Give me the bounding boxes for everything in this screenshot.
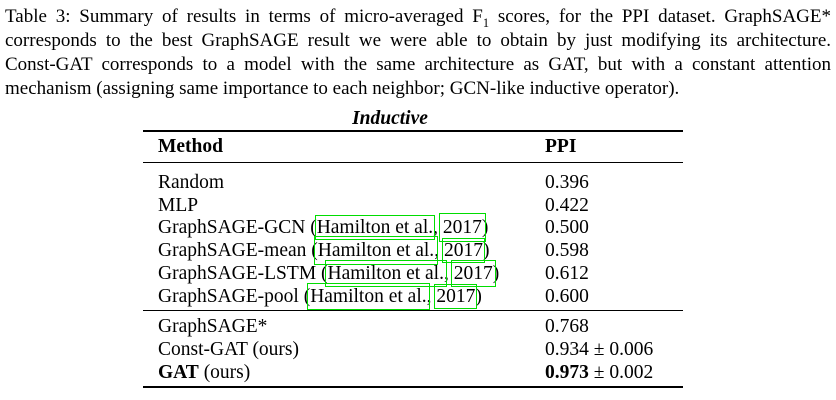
ppi-value: 0.422	[545, 194, 589, 216]
table-row: GraphSAGE-GCN (Hamilton et al., 2017) 0.…	[143, 213, 683, 243]
ppi-value: 0.600	[545, 285, 589, 307]
citation-year-link[interactable]: 2017	[441, 238, 485, 264]
method-cell: MLP	[158, 194, 199, 216]
caption-text: scores, for the PPI dataset. GraphSAGE*	[489, 6, 831, 27]
table-row: Random 0.396	[143, 172, 683, 195]
ppi-value: 0.598	[545, 240, 589, 262]
ppi-value: 0.396	[545, 172, 589, 193]
caption-text: Table 3: Summary of results in terms of …	[5, 6, 483, 27]
table-row: GraphSAGE-pool (Hamilton et al., 2017) 0…	[143, 282, 683, 310]
citation-link[interactable]: Hamilton et al.	[307, 282, 430, 310]
ppi-value: 0.973 ± 0.002	[545, 362, 683, 385]
table-header-row: Method PPI	[143, 132, 683, 162]
method-text-bold: GAT	[158, 361, 199, 383]
ppi-value: 0.934 ± 0.006	[545, 338, 654, 360]
citation-year-link[interactable]: 2017	[438, 213, 486, 243]
method-text: ,	[426, 285, 437, 307]
method-cell: GraphSAGE-mean (Hamilton et al., 2017)	[143, 236, 545, 266]
table-header-rule	[143, 162, 683, 163]
caption-line: corresponds to the best GraphSAGE result…	[5, 30, 831, 51]
method-cell: Const-GAT (ours)	[158, 338, 300, 360]
citation-link[interactable]: Hamilton et al.	[324, 259, 447, 287]
citation-year-link[interactable]: 2017	[434, 283, 478, 309]
table-caption: Table 3: Summary of results in terms of …	[5, 5, 831, 101]
method-cell: Random	[158, 172, 225, 193]
method-text: (ours)	[198, 361, 251, 383]
method-text: )	[482, 240, 490, 262]
caption-line: mechanism (assigning same importance to …	[5, 78, 680, 99]
method-text: )	[481, 217, 489, 239]
ppi-value-bold: 0.973	[545, 361, 589, 383]
caption-line: Table 3: Summary of results in terms of …	[5, 5, 831, 29]
table-row: Const-GAT (ours) 0.934 ± 0.006	[143, 339, 683, 362]
ppi-value: 0.612	[545, 262, 589, 284]
table-row: GraphSAGE* 0.768	[143, 316, 683, 339]
table-top-rule	[143, 130, 683, 132]
f1-subscript: 1	[482, 15, 490, 30]
citation-year-link[interactable]: 2017	[450, 259, 496, 287]
method-text: ,	[443, 262, 454, 284]
table-group-title: Inductive	[352, 108, 428, 129]
method-text: ,	[434, 240, 444, 262]
column-header-ppi: PPI	[545, 136, 577, 157]
method-text: )	[475, 285, 482, 307]
method-text: ,	[433, 217, 443, 239]
method-cell: GraphSAGE-LSTM (Hamilton et al., 2017)	[143, 259, 545, 287]
table-row: MLP 0.422	[143, 195, 683, 218]
method-text: )	[492, 262, 500, 284]
table-bottom-rule	[143, 386, 683, 389]
ppi-value-rest: ± 0.002	[588, 361, 654, 383]
method-text: GraphSAGE-pool (	[158, 285, 311, 307]
column-header-method: Method	[158, 136, 223, 157]
method-text: GraphSAGE-LSTM (	[158, 262, 328, 284]
ppi-value: 0.500	[545, 217, 589, 239]
ppi-value: 0.768	[545, 316, 589, 338]
table-body-ours: GraphSAGE* 0.768 Const-GAT (ours) 0.934 …	[143, 311, 683, 386]
results-table: Inductive Method PPI Random 0.396 MLP 0.…	[143, 108, 683, 389]
caption-line: Const-GAT corresponds to a model with th…	[5, 54, 831, 75]
table-row: GraphSAGE-LSTM (Hamilton et al., 2017) 0…	[143, 259, 683, 287]
method-cell: GraphSAGE-GCN (Hamilton et al., 2017)	[143, 213, 545, 243]
method-cell: GraphSAGE-pool (Hamilton et al., 2017)	[143, 282, 545, 310]
citation-link[interactable]: Hamilton et al.	[313, 236, 439, 266]
table-body-baselines: Random 0.396 MLP 0.422 GraphSAGE-GCN (Ha…	[143, 163, 683, 310]
method-text: GraphSAGE-mean (	[158, 240, 318, 262]
table-row: GraphSAGE-mean (Hamilton et al., 2017) 0…	[143, 236, 683, 266]
method-cell: GraphSAGE*	[158, 316, 268, 338]
table-mid-rule	[143, 310, 683, 312]
method-text: GraphSAGE-GCN (	[158, 217, 317, 239]
citation-link[interactable]: Hamilton et al.	[314, 215, 436, 241]
table-row: GAT (ours) 0.973 ± 0.002	[143, 362, 683, 385]
method-cell: GAT (ours)	[143, 362, 545, 385]
